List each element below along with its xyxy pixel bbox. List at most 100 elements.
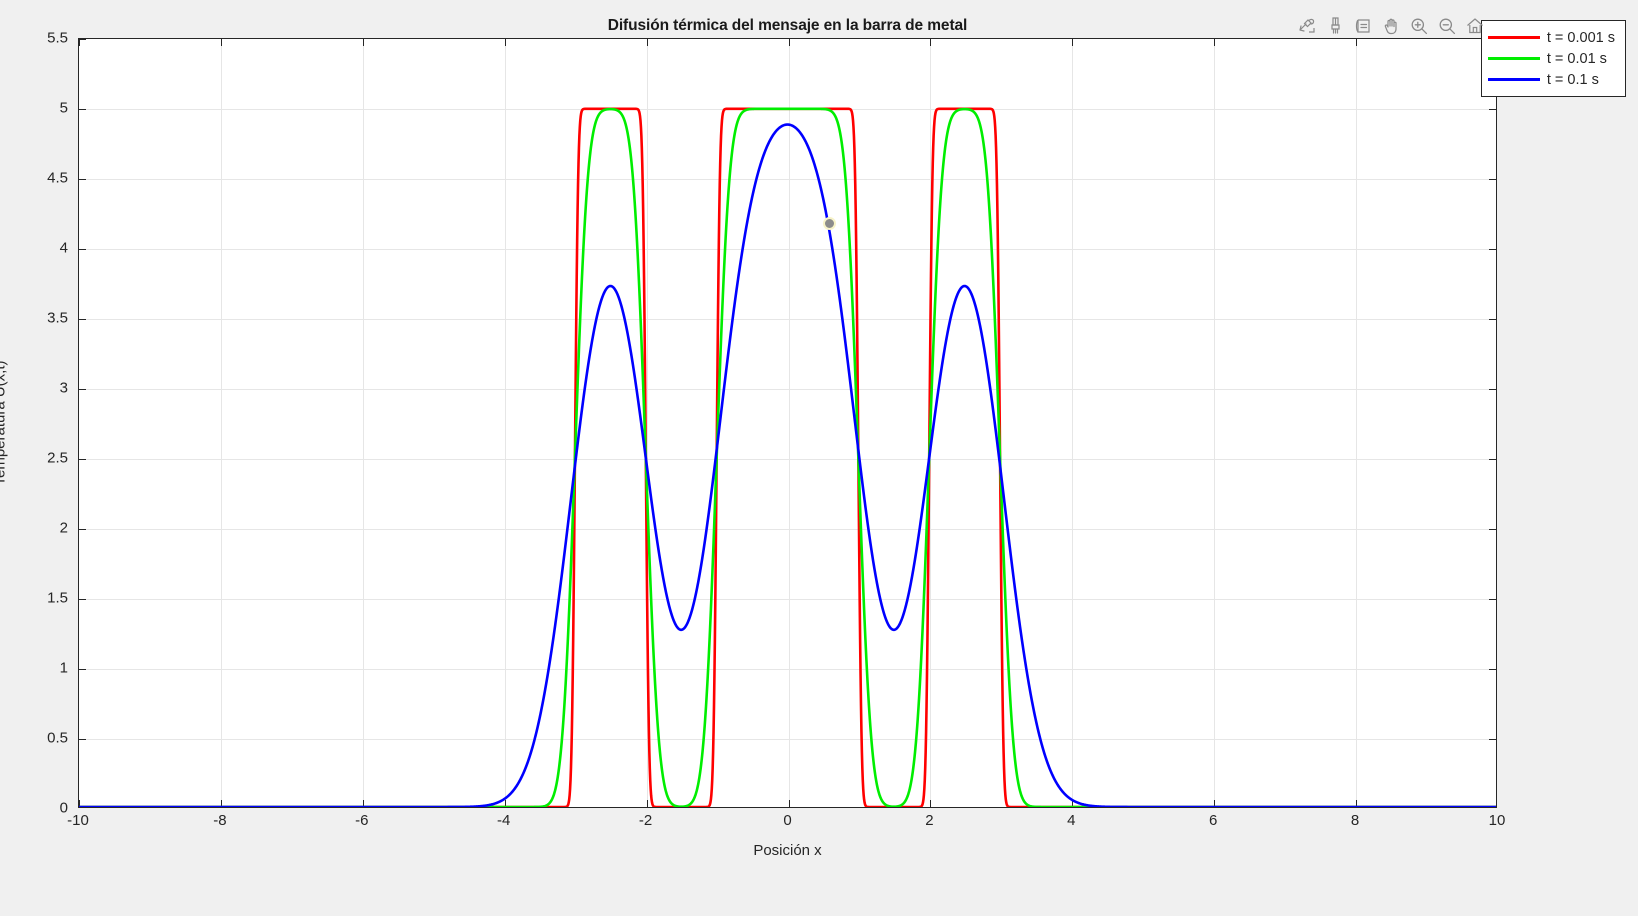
tick-mark-y	[79, 669, 86, 670]
tick-mark-x	[1214, 39, 1216, 46]
y-tick-label: 4.5	[47, 169, 68, 187]
y-tick-label: 3.5	[47, 309, 68, 327]
legend-entry[interactable]: t = 0.1 s	[1487, 69, 1615, 90]
y-tick-label: 1	[59, 659, 68, 677]
gridline-horizontal	[79, 249, 1496, 250]
gridline-horizontal	[79, 529, 1496, 530]
tick-mark-y	[1489, 599, 1496, 600]
zoom-out-icon[interactable]	[1434, 13, 1460, 39]
tick-mark-y	[1489, 179, 1496, 180]
tick-mark-x	[1214, 800, 1216, 807]
tick-mark-y	[79, 249, 86, 250]
gridline-vertical	[362, 39, 364, 807]
tick-mark-x	[930, 800, 932, 807]
legend-entry[interactable]: t = 0.001 s	[1487, 27, 1615, 48]
curve-0.001	[79, 109, 1496, 807]
curve-layer	[79, 39, 1496, 807]
tick-mark-y	[1489, 459, 1496, 460]
tick-mark-y	[79, 109, 86, 110]
x-tick-label: -2	[638, 812, 653, 829]
x-tick-label: 4	[1067, 812, 1076, 829]
x-tick-label: 8	[1350, 812, 1360, 829]
x-tick-label: -10	[67, 812, 89, 829]
tick-mark-y	[79, 179, 86, 180]
gridline-horizontal	[79, 669, 1496, 670]
pan-icon[interactable]	[1378, 13, 1404, 39]
legend-line-swatch	[1487, 36, 1540, 39]
x-tick-label: 6	[1209, 812, 1218, 829]
tick-mark-x	[1072, 800, 1074, 807]
tick-mark-y	[79, 389, 86, 390]
tick-mark-x	[646, 800, 648, 807]
gridline-vertical	[1214, 39, 1216, 807]
y-tick-label: 2	[59, 519, 68, 537]
legend-label: t = 0.1 s	[1546, 71, 1599, 88]
home-icon[interactable]	[1462, 13, 1488, 39]
gridline-vertical	[220, 39, 222, 807]
tick-mark-x	[504, 39, 506, 46]
tick-mark-x	[788, 800, 790, 807]
gridline-vertical	[1072, 39, 1074, 807]
axes-toolbar	[1294, 12, 1488, 40]
tick-mark-y	[1489, 739, 1496, 740]
y-tick-label: 5	[59, 99, 68, 117]
tick-mark-x	[1072, 39, 1074, 46]
gridline-vertical	[788, 39, 790, 807]
tick-mark-x	[930, 39, 932, 46]
tick-mark-y	[79, 739, 86, 740]
tick-mark-y	[1489, 319, 1496, 320]
tick-mark-y	[1489, 669, 1496, 670]
export-icon[interactable]	[1294, 13, 1320, 39]
zoom-in-icon[interactable]	[1406, 13, 1432, 39]
legend-label: t = 0.001 s	[1546, 29, 1615, 46]
x-axis-label: Posición x	[753, 842, 822, 859]
tick-mark-y	[79, 319, 86, 320]
y-tick-label: 4	[59, 239, 68, 257]
x-tick-label: 0	[783, 812, 792, 829]
plot-axes[interactable]	[78, 38, 1497, 808]
curve-0.1	[79, 125, 1496, 807]
gridline-vertical	[646, 39, 648, 807]
legend[interactable]: t = 0.001 s t = 0.01 s t = 0.1 s	[1480, 20, 1626, 97]
legend-entry[interactable]: t = 0.01 s	[1487, 48, 1615, 69]
tick-mark-x	[362, 39, 364, 46]
tick-mark-y	[79, 39, 86, 40]
gridline-horizontal	[79, 319, 1496, 320]
brush-icon[interactable]	[1322, 13, 1348, 39]
legend-line-swatch	[1487, 78, 1540, 81]
tick-mark-x	[504, 800, 506, 807]
tick-mark-x	[1356, 39, 1358, 46]
x-tick-label: -4	[497, 812, 511, 829]
y-tick-label: 0.5	[47, 729, 68, 747]
tick-mark-x	[220, 800, 222, 807]
x-tick-label: 2	[925, 812, 934, 829]
x-tick-label: 10	[1488, 812, 1506, 829]
legend-line-swatch	[1487, 57, 1540, 60]
curve-0.01	[79, 109, 1496, 807]
x-tick-label: -8	[213, 812, 227, 829]
gridline-horizontal	[79, 739, 1496, 740]
data-cursor-marker[interactable]	[823, 217, 837, 231]
tick-mark-y	[1489, 109, 1496, 110]
y-tick-label: 3	[59, 379, 68, 397]
tick-mark-x	[646, 39, 648, 46]
y-tick-label: 1.5	[47, 589, 68, 607]
tick-mark-y	[79, 529, 86, 530]
tick-mark-x	[79, 39, 80, 46]
data-tips-icon[interactable]	[1350, 13, 1376, 39]
legend-label: t = 0.01 s	[1546, 50, 1607, 67]
gridline-vertical	[1356, 39, 1358, 807]
gridline-vertical	[504, 39, 506, 807]
tick-mark-y	[1489, 529, 1496, 530]
tick-mark-x	[362, 800, 364, 807]
tick-mark-x	[788, 39, 790, 46]
y-tick-label: 2.5	[47, 449, 68, 467]
gridline-horizontal	[79, 179, 1496, 180]
gridline-horizontal	[79, 599, 1496, 600]
tick-mark-x	[1356, 800, 1358, 807]
tick-mark-y	[79, 599, 86, 600]
y-tick-label: 0	[59, 799, 68, 817]
plot-title: Difusión térmica del mensaje en la barra…	[607, 17, 968, 34]
gridline-horizontal	[79, 389, 1496, 390]
